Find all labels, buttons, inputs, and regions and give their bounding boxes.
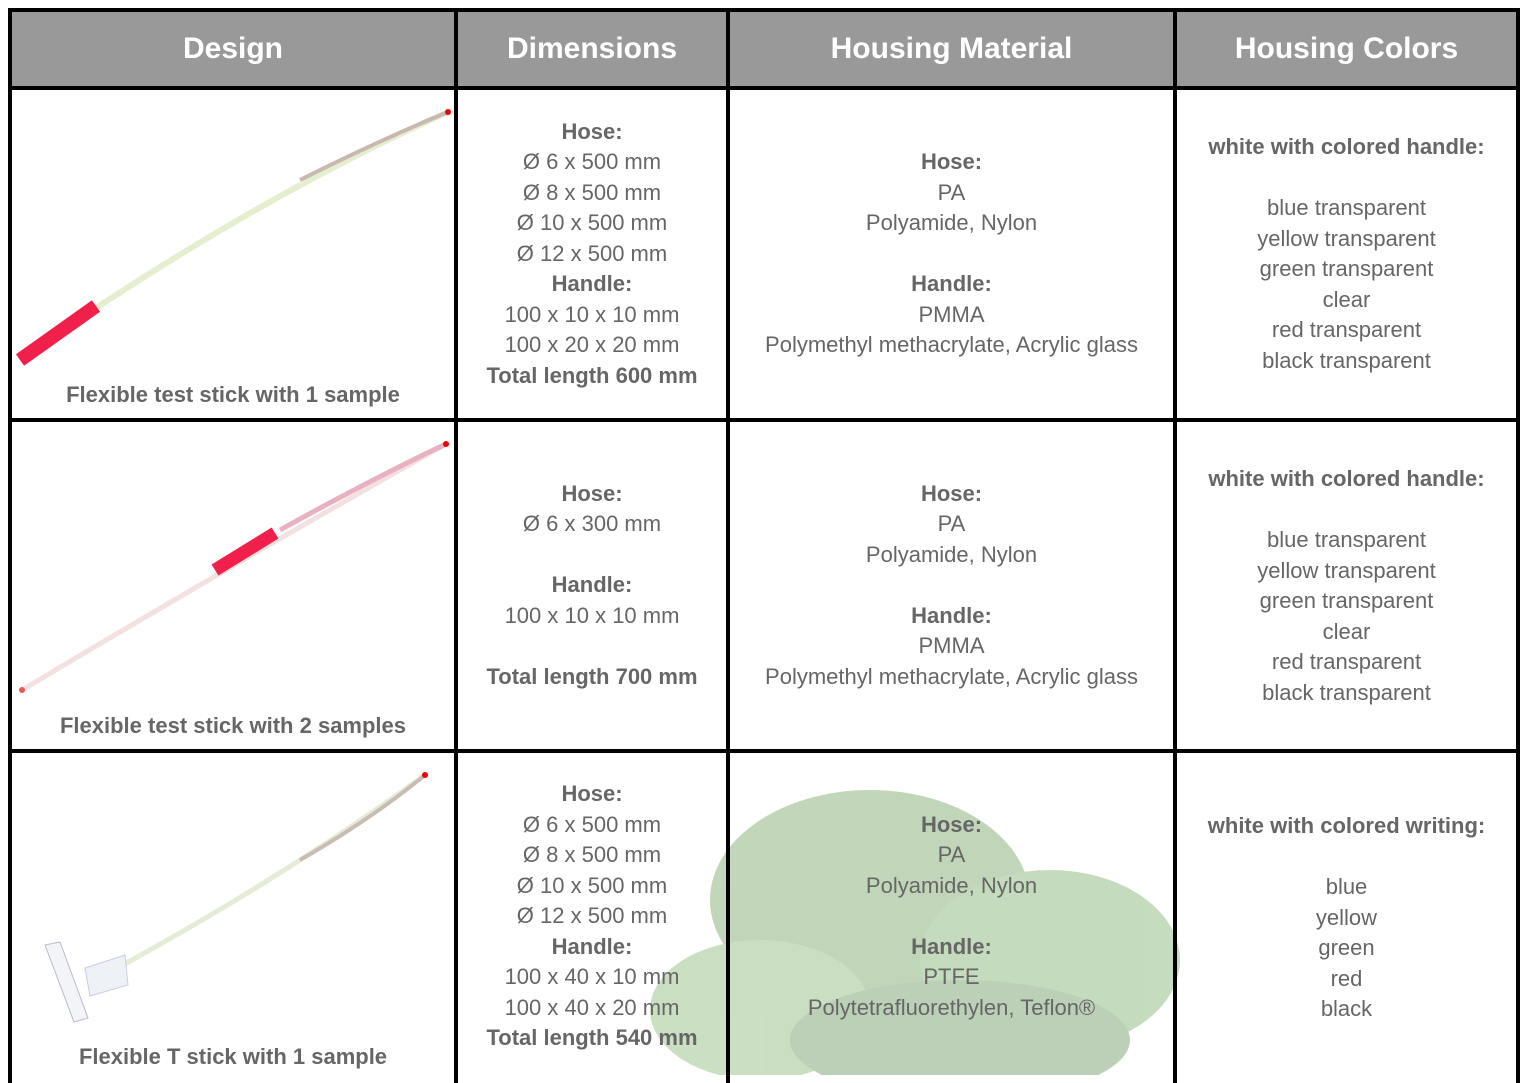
colors-cell: white with colored handle: blue transpare… <box>1175 88 1518 420</box>
color-item: yellow transparent <box>1257 225 1436 251</box>
border <box>1173 8 1177 1083</box>
line: 100 x 40 x 20 mm <box>504 994 680 1020</box>
line: PMMA <box>918 301 985 327</box>
border <box>8 749 1520 753</box>
material-cell: Hose: PA Polyamide, Nylon Handle: PMMA Polyme… <box>728 88 1175 420</box>
color-item: green transparent <box>1259 588 1434 613</box>
caption: Flexible T stick with 1 sample <box>78 1043 388 1069</box>
leaf-background <box>650 790 1180 1075</box>
color-item: black transparent <box>1262 347 1431 373</box>
line: Ø 10 x 500 mm <box>516 872 668 898</box>
border <box>726 8 730 1083</box>
caption: Flexible test stick with 2 samples <box>59 712 407 738</box>
line: PA <box>937 511 966 537</box>
line: 100 x 20 x 20 mm <box>504 332 680 358</box>
line: Polymethyl methacrylate, Acrylic glass <box>765 332 1138 358</box>
color-item: green transparent <box>1259 256 1434 281</box>
line: Polyamide, Nylon <box>865 210 1038 236</box>
border <box>1516 8 1520 1083</box>
section-heading: Hose: <box>920 149 983 175</box>
line: 100 x 40 x 10 mm <box>504 964 680 990</box>
material-cell: Hose: PA Polyamide, Nylon Handle: PTFE Polyte… <box>728 751 1175 1082</box>
header-cell: Housing Material <box>728 10 1175 88</box>
total-length: Total length 600 mm <box>486 362 698 388</box>
colors-cell: white with colored writing: blue yellow gre… <box>1175 751 1518 1082</box>
section-heading: Hose: <box>561 480 623 506</box>
line: Ø 12 x 500 mm <box>516 903 668 929</box>
header-text: Housing Colors <box>1234 31 1459 65</box>
color-item: black transparent <box>1262 679 1431 705</box>
dimensions-cell: Hose: Ø 6 x 500 mm Ø 8 x 500 mm Ø 10 x 500 … <box>456 88 728 420</box>
total-length: Total length 700 mm <box>486 663 698 689</box>
colors-heading: white with colored handle: <box>1208 466 1485 491</box>
line: Polymethyl methacrylate, Acrylic glass <box>765 663 1138 689</box>
color-item: clear <box>1322 286 1371 312</box>
color-item: clear <box>1322 618 1371 644</box>
line: Polytetrafluorethylen, Teflon® <box>807 994 1096 1020</box>
header-text: Dimensions <box>506 31 678 65</box>
line: PA <box>937 179 966 205</box>
line: Ø 6 x 300 mm <box>522 511 662 537</box>
colors-cell: white with colored handle: blue transpare… <box>1175 420 1518 751</box>
line: 100 x 10 x 10 mm <box>504 602 680 628</box>
line: Ø 6 x 500 mm <box>522 149 662 175</box>
material-cell: Hose: PA Polyamide, Nylon Handle: PMMA Polyme… <box>728 420 1175 751</box>
color-item: red <box>1330 965 1363 991</box>
color-item: blue <box>1325 874 1368 899</box>
line: Polyamide, Nylon <box>865 541 1038 567</box>
color-item: black <box>1320 996 1373 1021</box>
border <box>8 86 1520 90</box>
color-item: yellow transparent <box>1257 557 1436 583</box>
stick-2 <box>19 441 449 693</box>
color-item: blue transparent <box>1267 527 1426 552</box>
header-text: Design <box>182 31 284 65</box>
header-cell: Design <box>10 10 456 88</box>
colors-heading: white with colored handle: <box>1208 134 1485 159</box>
color-item: green <box>1318 935 1375 960</box>
section-heading: Handle: <box>911 933 992 959</box>
section-heading: Hose: <box>561 118 623 144</box>
border <box>8 8 12 1083</box>
line: Ø 12 x 500 mm <box>516 240 668 266</box>
header-cell: Housing Colors <box>1175 10 1518 88</box>
border <box>8 8 1520 12</box>
dimensions-cell: Hose: Ø 6 x 300 mm Handle: 100 x 10 x 10 mm… <box>456 420 728 751</box>
line: 100 x 10 x 10 mm <box>504 301 680 327</box>
header-text: Housing Material <box>830 31 1073 65</box>
section-heading: Handle: <box>551 933 633 959</box>
border <box>454 8 458 1083</box>
line: PMMA <box>918 633 985 659</box>
section-heading: Handle: <box>911 602 992 628</box>
color-item: blue transparent <box>1267 195 1426 220</box>
color-item: red transparent <box>1271 317 1422 342</box>
caption: Flexible test stick with 1 sample <box>66 381 400 407</box>
total-length: Total length 540 mm <box>486 1025 698 1051</box>
section-heading: Handle: <box>551 271 633 297</box>
stick-3 <box>44 772 428 1023</box>
line: Ø 8 x 500 mm <box>522 842 662 868</box>
color-item: red transparent <box>1271 649 1422 674</box>
section-heading: Handle: <box>911 271 992 297</box>
section-heading: Hose: <box>920 811 983 837</box>
design-cell: Flexible test stick with 1 sample <box>10 88 456 420</box>
section-heading: Hose: <box>561 781 623 807</box>
line: PA <box>937 842 966 868</box>
color-item: yellow <box>1315 904 1378 930</box>
colors-heading: white with colored writing: <box>1207 813 1486 838</box>
header-cell: Dimensions <box>456 10 728 88</box>
section-heading: Hose: <box>920 480 983 506</box>
line: Polyamide, Nylon <box>865 872 1038 898</box>
design-cell: Flexible T stick with 1 sample <box>10 751 456 1082</box>
design-cell: Flexible test stick with 2 samples <box>10 420 456 751</box>
section-heading: Handle: <box>551 572 633 598</box>
dimensions-cell: Hose: Ø 6 x 500 mm Ø 8 x 500 mm Ø 10 x 500 … <box>456 751 728 1082</box>
line: Ø 10 x 500 mm <box>516 210 668 236</box>
border <box>8 418 1520 422</box>
line: PTFE <box>923 964 980 990</box>
line: Ø 8 x 500 mm <box>522 179 662 205</box>
line: Ø 6 x 500 mm <box>522 811 662 837</box>
stick-1 <box>15 109 451 366</box>
